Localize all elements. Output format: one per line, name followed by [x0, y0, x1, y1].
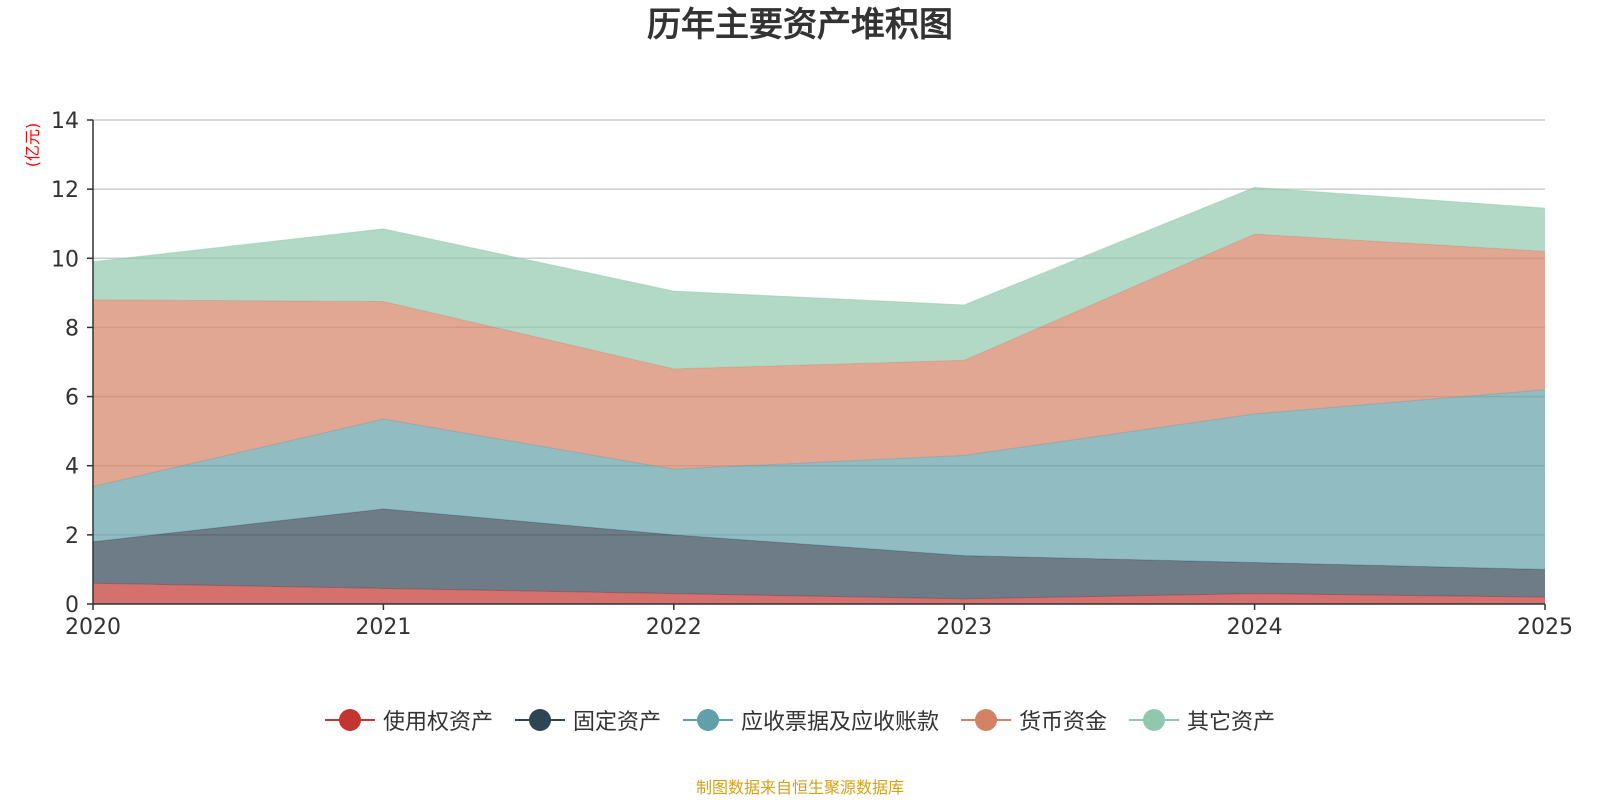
area-series-4[interactable] [93, 187, 1545, 369]
x-tick-label: 2024 [1227, 615, 1283, 640]
y-tick-label: 4 [65, 455, 79, 480]
area-series-0[interactable] [93, 583, 1545, 604]
y-tick-label: 10 [51, 247, 79, 272]
area-series-edge-0 [92, 582, 1546, 600]
legend: 使用权资产 固定资产 应收票据及应收账款 货币资金 其它资产 [0, 704, 1600, 736]
x-tick-label: 2022 [646, 615, 702, 640]
chart-title: 历年主要资产堆积图 [647, 5, 953, 45]
y-unit-label: (亿元) [23, 123, 42, 168]
stacked-areas [92, 186, 1546, 604]
area-series-1[interactable] [93, 508, 1545, 599]
area-series-3[interactable] [93, 234, 1545, 487]
legend-label: 固定资产 [572, 710, 661, 735]
chart-canvas: 0 2 4 6 8 10 12 14 2020 2021 2022 2023 2024 2025 (亿元) [23, 109, 1573, 640]
y-tick-label: 0 [65, 593, 79, 618]
y-tick-label: 14 [51, 109, 79, 134]
area-series-2[interactable] [93, 389, 1545, 570]
legend-label: 使用权资产 [382, 710, 493, 735]
area-series-edge-4 [92, 186, 1546, 306]
x-tick-label: 2025 [1517, 615, 1573, 640]
legend-label: 其它资产 [1187, 710, 1276, 735]
y-tick-label: 6 [65, 386, 79, 411]
legend-item-2[interactable]: 应收票据及应收账款 [682, 704, 939, 736]
x-tick-label: 2021 [355, 615, 411, 640]
source-note: 制图数据来自恒生聚源数据库 [695, 778, 904, 797]
y-tick-label: 8 [65, 316, 79, 341]
x-tick-label: 2023 [936, 615, 992, 640]
legend-label: 货币资金 [1019, 710, 1108, 735]
legend-label: 应收票据及应收账款 [740, 710, 939, 735]
legend-marker-icon [1129, 708, 1180, 732]
legend-item-1[interactable]: 固定资产 [514, 704, 661, 736]
axes: 0 2 4 6 8 10 12 14 2020 2021 2022 2023 2024 2025 [51, 109, 1573, 640]
legend-marker-icon [324, 708, 375, 732]
legend-item-4[interactable]: 其它资产 [1129, 704, 1275, 736]
x-tick-label: 2020 [65, 615, 121, 640]
legend-item-3[interactable]: 货币资金 [961, 704, 1107, 736]
legend-marker-icon [514, 708, 565, 732]
legend-item-0[interactable]: 使用权资产 [324, 704, 493, 736]
legend-marker-icon [682, 708, 733, 732]
legend-marker-icon [961, 708, 1011, 732]
y-tick-label: 2 [65, 524, 79, 549]
y-tick-label: 12 [51, 178, 79, 203]
